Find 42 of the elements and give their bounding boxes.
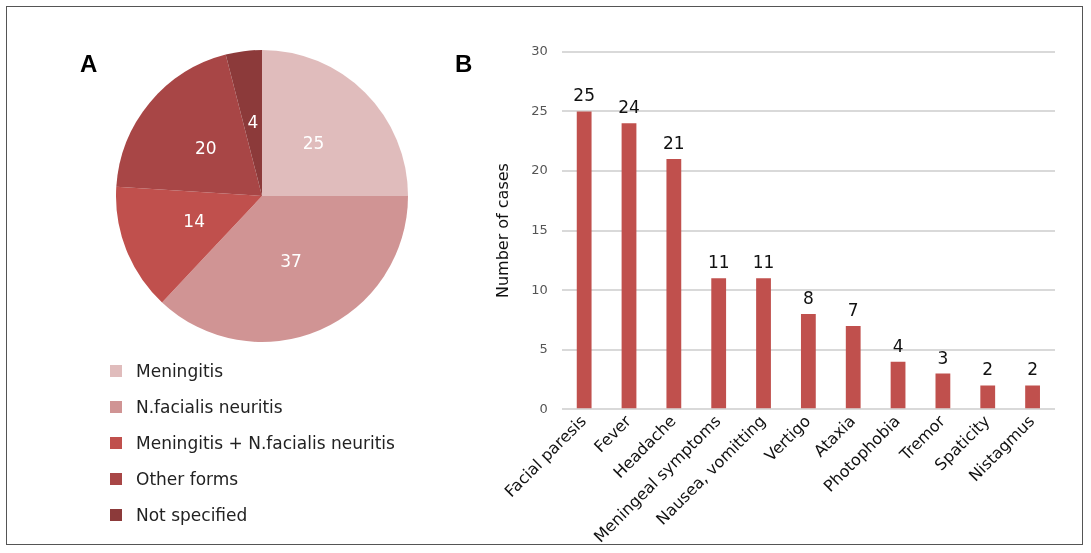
legend-label: Meningitis <box>136 361 224 381</box>
y-tick-label: 5 <box>539 341 548 357</box>
data-label: 25 <box>302 132 325 153</box>
bar <box>890 361 906 409</box>
y-tick-label: 25 <box>531 102 548 118</box>
legend-label: Meningitis + N.facialis neuritis <box>136 433 395 453</box>
chart-title: B <box>455 50 473 78</box>
bar <box>935 373 951 409</box>
bar <box>845 325 861 409</box>
bar <box>1025 385 1040 409</box>
bar <box>800 313 816 409</box>
data-label: 21 <box>663 132 685 153</box>
data-label: 7 <box>847 299 859 320</box>
bar <box>980 385 996 409</box>
data-label: 37 <box>280 251 302 272</box>
y-tick-label: 10 <box>531 281 548 297</box>
data-label: 4 <box>892 335 904 356</box>
bar <box>711 278 727 409</box>
bar <box>576 111 592 409</box>
data-label: 20 <box>194 137 217 158</box>
data-label: 14 <box>183 211 205 232</box>
bar <box>621 123 637 409</box>
y-axis-title: Number of cases <box>492 163 512 299</box>
legend-label: Other forms <box>136 469 239 489</box>
data-label: 2 <box>982 359 994 380</box>
y-tick-label: 30 <box>531 43 548 59</box>
chart-title: A <box>80 50 98 78</box>
data-label: 24 <box>618 97 640 118</box>
bar <box>666 159 682 409</box>
legend-label: Not specified <box>136 505 248 525</box>
legend-label: N.facialis neuritis <box>136 397 283 417</box>
data-label: 3 <box>937 347 949 368</box>
data-label: 8 <box>802 287 814 308</box>
bar <box>756 278 771 409</box>
data-label: 25 <box>573 85 595 106</box>
y-tick-label: 15 <box>531 221 548 237</box>
data-label: 11 <box>752 252 775 273</box>
y-tick-label: 20 <box>531 162 548 178</box>
data-label: 4 <box>247 112 259 132</box>
y-tick-label: 0 <box>539 400 548 416</box>
data-label: 2 <box>1027 359 1038 380</box>
data-label: 11 <box>707 252 730 273</box>
